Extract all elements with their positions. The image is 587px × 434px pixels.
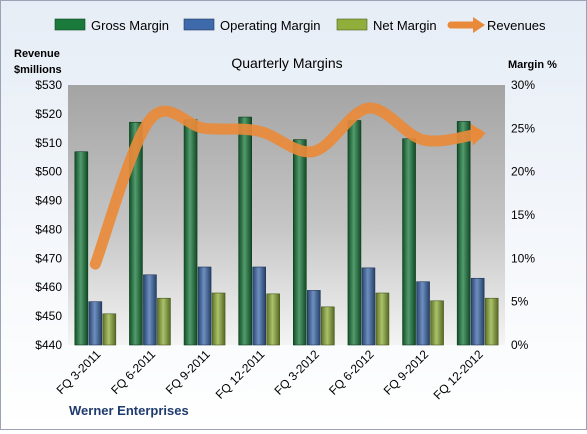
x-tick-label: FQ 12-2012 — [431, 347, 486, 402]
bar-operating-margin — [143, 274, 157, 346]
legend-label-net-margin: Net Margin — [373, 18, 437, 33]
left-tick-label: $450 — [35, 309, 62, 323]
revenue-line — [89, 102, 484, 270]
x-tick-label: FQ 6-2011 — [108, 347, 158, 397]
x-axis-ticks: FQ 3-2011 FQ 6-2011 FQ 9-2011 FQ 12-2011 FQ … — [54, 347, 486, 402]
legend-label-gross-margin: Gross Margin — [91, 18, 169, 33]
x-tick-label: FQ 3-2012 — [271, 347, 322, 398]
legend-arrow-icon — [473, 17, 485, 33]
bar-gross-margin — [129, 121, 143, 346]
chart-title: Quarterly Margins — [231, 55, 342, 71]
legend-swatch-operating-margin — [183, 18, 215, 31]
left-tick-label: $440 — [35, 338, 62, 352]
bar-operating-margin — [88, 301, 103, 346]
bar-gross-margin — [402, 138, 416, 346]
bar-gross-margin — [347, 120, 362, 346]
right-tick-label: 10% — [511, 251, 535, 265]
x-tick-label: FQ 3-2011 — [54, 347, 104, 397]
left-tick-label: $510 — [35, 136, 62, 150]
company-name: Werner Enterprises — [69, 403, 189, 418]
bar-net-margin — [211, 292, 226, 346]
left-axis-title-line1: Revenue — [14, 48, 60, 60]
x-tick-label: FQ 12-2011 — [213, 347, 268, 402]
bar-operating-margin — [197, 266, 212, 346]
bar-net-margin — [484, 297, 499, 346]
revenue-line-layer — [89, 102, 486, 270]
left-tick-label: $460 — [35, 280, 62, 294]
left-tick-label: $500 — [35, 165, 62, 179]
bar-gross-margin — [74, 151, 89, 346]
bar-net-margin — [375, 292, 390, 346]
bar-net-margin — [321, 306, 335, 346]
bar-gross-margin — [238, 116, 252, 346]
bar-operating-margin — [416, 281, 430, 346]
left-tick-label: $470 — [35, 251, 62, 265]
right-axis-title: Margin % — [508, 59, 557, 71]
bar-operating-margin — [361, 267, 376, 346]
right-tick-label: 5% — [511, 295, 529, 309]
legend-label-revenues: Revenues — [487, 18, 546, 33]
left-tick-label: $530 — [35, 78, 62, 92]
bar-gross-margin — [293, 139, 307, 346]
bar-operating-margin — [307, 290, 321, 346]
bars-layer — [74, 116, 499, 346]
left-axis-title-line2: $millions — [14, 64, 62, 76]
legend-swatch-gross-margin — [54, 18, 86, 31]
right-tick-label: 15% — [511, 208, 535, 222]
legend-label-operating-margin: Operating Margin — [220, 18, 320, 33]
x-tick-label: FQ 9-2011 — [163, 347, 213, 397]
bar-gross-margin — [183, 119, 198, 346]
right-tick-label: 0% — [511, 338, 529, 352]
revenue-arrowhead — [470, 123, 486, 146]
bar-net-margin — [430, 300, 444, 346]
left-axis-ticks: $440 $450 $460 $470 $480 $490 $500 $510 $520 $530 — [35, 78, 62, 352]
x-tick-label: FQ 6-2012 — [326, 347, 377, 398]
right-tick-label: 30% — [511, 78, 535, 92]
legend-swatch-net-margin — [336, 18, 368, 31]
bar-net-margin — [102, 313, 117, 346]
right-tick-label: 20% — [511, 165, 535, 179]
bar-operating-margin — [470, 277, 485, 346]
right-axis-ticks: 0% 5% 10% 15% 20% 25% 30% — [511, 78, 535, 352]
x-tick-label: FQ 9-2012 — [381, 347, 432, 398]
left-tick-label: $520 — [35, 107, 62, 121]
bar-operating-margin — [252, 266, 266, 346]
bar-net-margin — [157, 297, 171, 346]
left-tick-label: $480 — [35, 222, 62, 236]
left-tick-label: $490 — [35, 194, 62, 208]
right-tick-label: 25% — [511, 121, 535, 135]
bar-gross-margin — [456, 121, 471, 346]
legend: Gross Margin Operating Margin Net Margin Re… — [54, 17, 546, 33]
bar-net-margin — [266, 293, 280, 346]
